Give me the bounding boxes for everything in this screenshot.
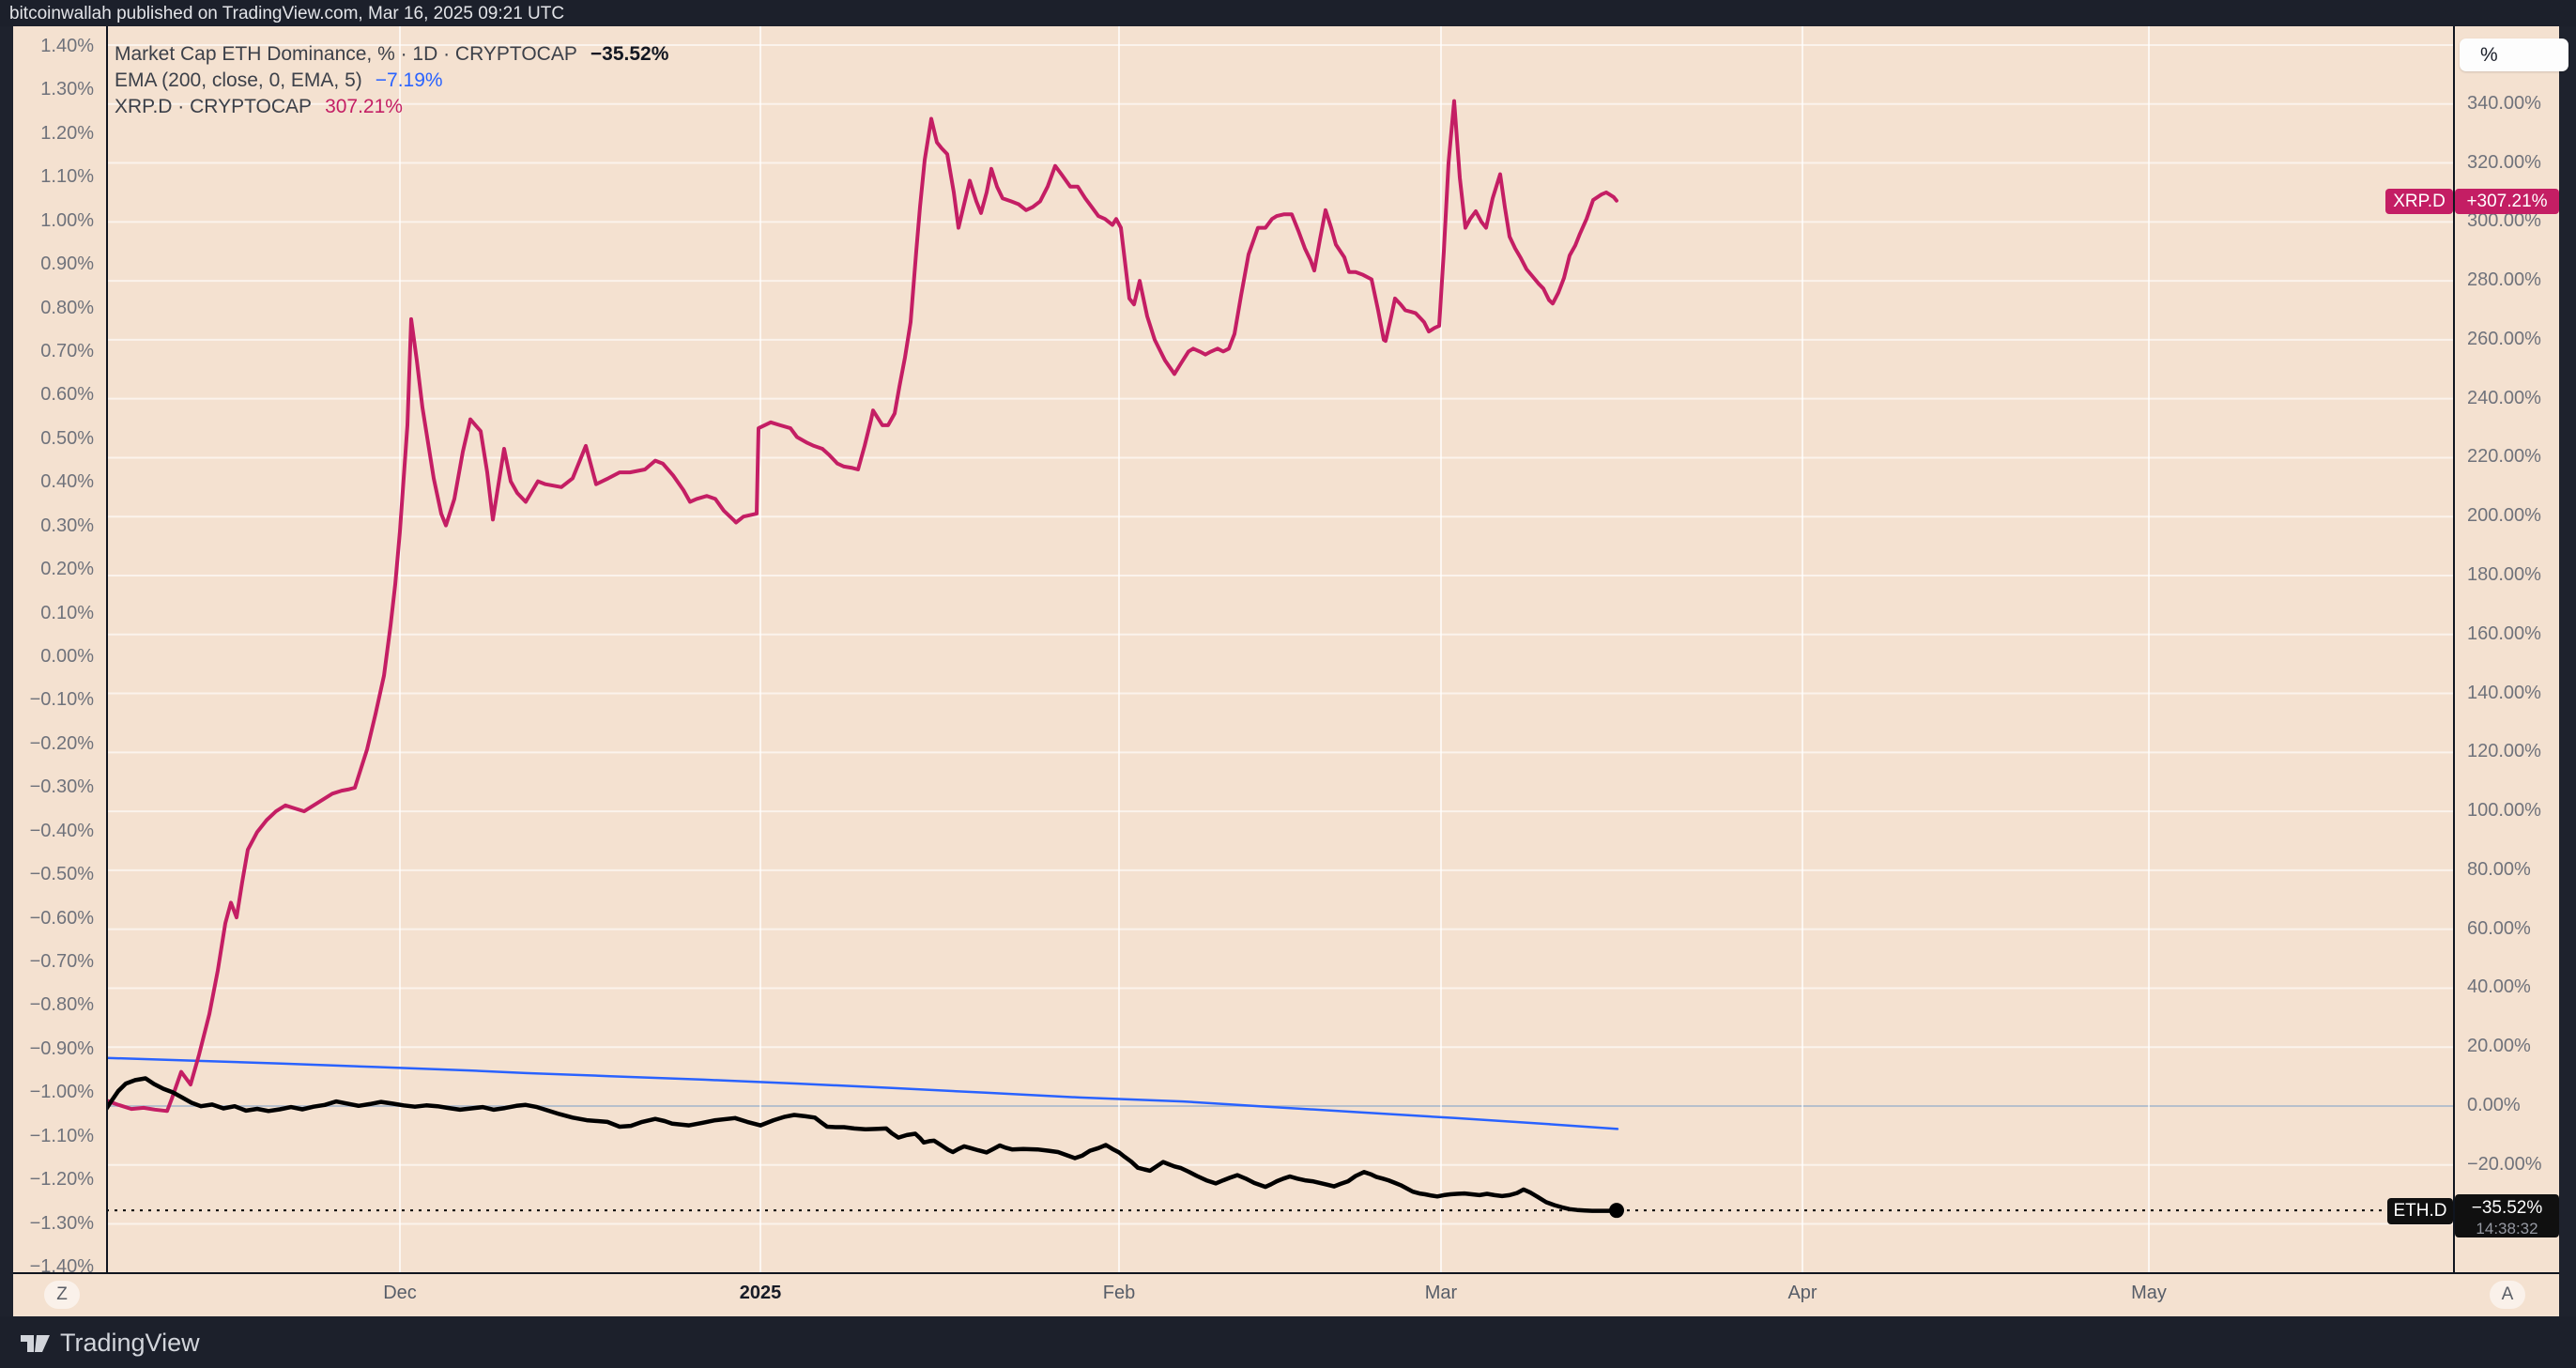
right-axis-tick: 160.00%	[2467, 623, 2541, 644]
left-axis-tick: −0.70%	[29, 951, 94, 972]
eth-label-text: ETH.D	[2393, 1201, 2447, 1221]
left-axis-tick: 0.60%	[40, 384, 94, 406]
footer-bar: TradingView	[0, 1316, 2576, 1368]
time-axis-label: Dec	[383, 1283, 417, 1303]
right-axis-tick: 40.00%	[2467, 976, 2531, 998]
legend-eth-value: −35.52%	[590, 43, 669, 65]
left-axis-tick: 0.50%	[40, 427, 94, 449]
left-axis-tick: −1.20%	[29, 1169, 94, 1191]
tradingview-brand[interactable]: TradingView	[60, 1329, 200, 1357]
right-axis-tick: 60.00%	[2467, 917, 2531, 939]
left-axis-tick: −1.30%	[29, 1212, 94, 1234]
left-axis-tick: 1.20%	[40, 122, 94, 144]
left-axis-tick: −0.90%	[29, 1038, 94, 1059]
xrp-value-text: +307.21%	[2466, 192, 2548, 211]
left-axis-tick: 0.90%	[40, 254, 94, 275]
legend-row-xrp[interactable]: XRP.D · CRYPTOCAP 307.21%	[115, 94, 668, 120]
time-axis-label: Apr	[1787, 1283, 1817, 1303]
right-axis-tick: −20.00%	[2467, 1153, 2542, 1175]
xrp-series-price-label: XRP.D	[2385, 189, 2453, 214]
legend-xrp-value: 307.21%	[325, 96, 403, 117]
left-axis-tick: −0.40%	[29, 820, 94, 841]
legend-xrp-label: XRP.D · CRYPTOCAP	[115, 96, 313, 117]
right-axis-tick: 0.00%	[2467, 1095, 2521, 1115]
left-axis-tick: 0.30%	[40, 515, 94, 536]
right-axis-tick: 320.00%	[2467, 151, 2541, 173]
right-axis-tick: 260.00%	[2467, 328, 2541, 349]
right-axis-tick: 140.00%	[2467, 682, 2541, 703]
timezone-button[interactable]: Z	[44, 1281, 80, 1309]
percent-scale-button[interactable]: %	[2460, 38, 2568, 71]
eth-axis-value-badge: −35.52% 14:38:32	[2455, 1194, 2559, 1237]
right-axis-tick: 300.00%	[2467, 210, 2541, 232]
left-axis-tick: −1.10%	[29, 1125, 94, 1146]
left-axis-tick: 0.00%	[40, 646, 94, 667]
left-axis-tick: −0.80%	[29, 994, 94, 1016]
tradingview-logo-icon[interactable]	[19, 1330, 53, 1358]
chart-background	[13, 26, 2559, 1316]
right-axis-tick: 120.00%	[2467, 741, 2541, 762]
xrp-label-text: XRP.D	[2393, 192, 2446, 211]
chart-plot-area[interactable]	[106, 26, 2454, 1272]
legend-eth-label: Market Cap ETH Dominance, % · 1D · CRYPT…	[115, 43, 577, 65]
xrp-axis-value-badge: +307.21%	[2455, 189, 2559, 214]
legend-ema-value: −7.19%	[375, 69, 443, 91]
time-axis-label: 2025	[739, 1283, 782, 1303]
right-axis-tick: 240.00%	[2467, 387, 2541, 408]
left-axis-tick: −1.40%	[29, 1256, 94, 1277]
left-axis-tick: −0.30%	[29, 776, 94, 798]
publish-header-text: bitcoinwallah published on TradingView.c…	[9, 4, 565, 23]
left-axis-tick: 0.40%	[40, 471, 94, 493]
right-axis-tick: 280.00%	[2467, 269, 2541, 291]
left-axis-tick: −0.50%	[29, 864, 94, 885]
left-axis-tick: −0.10%	[29, 689, 94, 711]
left-axis-tick: −0.60%	[29, 907, 94, 929]
left-axis-tick: 0.70%	[40, 340, 94, 361]
legend: Market Cap ETH Dominance, % · 1D · CRYPT…	[115, 41, 668, 120]
left-axis-tick: −0.20%	[29, 732, 94, 754]
right-axis-tick: 80.00%	[2467, 858, 2531, 880]
legend-ema-label: EMA (200, close, 0, EMA, 5)	[115, 69, 362, 91]
right-axis-border	[2453, 26, 2455, 1272]
left-axis-tick: 1.40%	[40, 35, 94, 56]
left-axis-border	[106, 26, 108, 1272]
left-axis-tick: 1.30%	[40, 79, 94, 100]
right-axis-tick: 20.00%	[2467, 1036, 2531, 1057]
left-axis-tick: −1.00%	[29, 1082, 94, 1103]
right-axis-tick: 180.00%	[2467, 563, 2541, 585]
right-axis-tick: 200.00%	[2467, 505, 2541, 527]
left-axis-tick: 0.80%	[40, 297, 94, 318]
legend-row-eth[interactable]: Market Cap ETH Dominance, % · 1D · CRYPT…	[115, 41, 668, 68]
eth-series-price-label: ETH.D	[2387, 1198, 2453, 1224]
left-axis-tick: 1.00%	[40, 209, 94, 231]
legend-row-ema[interactable]: EMA (200, close, 0, EMA, 5) −7.19%	[115, 68, 668, 94]
time-axis-label: Mar	[1424, 1283, 1458, 1303]
left-axis-tick: 1.10%	[40, 166, 94, 188]
right-axis-tick: 340.00%	[2467, 92, 2541, 114]
publish-header: bitcoinwallah published on TradingView.c…	[0, 0, 2576, 26]
time-axis-label: Feb	[1102, 1283, 1136, 1303]
time-axis-label: May	[2131, 1283, 2167, 1303]
auto-scale-button[interactable]: A	[2490, 1281, 2525, 1309]
time-axis-border	[13, 1272, 2559, 1274]
eth-countdown-text: 14:38:32	[2476, 1220, 2538, 1237]
right-axis-tick: 220.00%	[2467, 446, 2541, 468]
left-axis-tick: 0.10%	[40, 602, 94, 623]
left-axis-tick: 0.20%	[40, 559, 94, 580]
right-axis-tick: 100.00%	[2467, 800, 2541, 822]
eth-value-text: −35.52%	[2471, 1198, 2543, 1218]
